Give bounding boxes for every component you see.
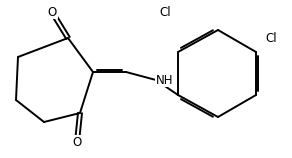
- Text: Cl: Cl: [159, 6, 171, 18]
- Text: NH: NH: [156, 73, 173, 86]
- Text: O: O: [72, 136, 82, 149]
- Text: O: O: [47, 6, 57, 18]
- Text: Cl: Cl: [265, 31, 277, 45]
